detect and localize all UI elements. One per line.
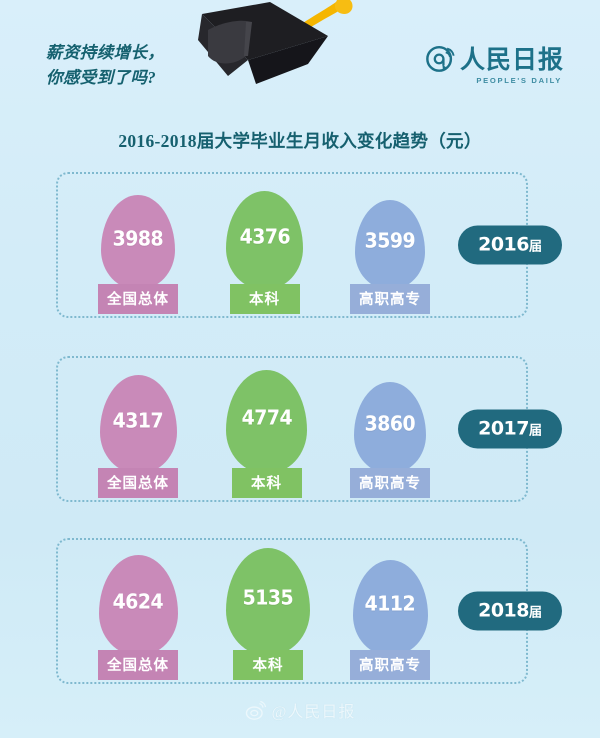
map-pin-icon: 4774 <box>226 370 307 474</box>
pin-value: 3988 <box>112 226 164 251</box>
pin-group-container: 4317 全国总体 4774 本科 3860 高职高专 <box>58 358 478 504</box>
year-badge-suffix: 届 <box>528 604 542 620</box>
pin-group-container: 3988 全国总体 4376 本科 3599 高职高专 <box>58 174 478 320</box>
year-badge: 2016届 <box>458 225 562 265</box>
map-pin-icon: 4376 <box>226 191 303 290</box>
data-pin-group: 4112 高职高专 <box>350 560 430 680</box>
year-badge-year: 2018 <box>478 599 529 622</box>
map-pin-icon: 3860 <box>354 382 426 474</box>
data-pin-group: 4317 全国总体 <box>98 375 178 498</box>
pin-value: 4624 <box>112 589 164 614</box>
map-pin-icon: 4624 <box>98 555 178 656</box>
year-row: 4317 全国总体 4774 本科 3860 高职高专 2017届 <box>56 356 562 504</box>
data-pin-group: 3860 高职高专 <box>350 382 430 498</box>
watermark-handle: @人民日报 <box>271 704 356 721</box>
logo-row: 人民日报 <box>425 42 564 74</box>
data-pin-group: 5135 本科 <box>226 548 310 680</box>
page-headline: 薪资持续增长， 你感受到了吗? <box>46 43 165 87</box>
category-label: 本科 <box>229 284 300 314</box>
category-label: 全国总体 <box>98 650 178 680</box>
data-pin-group: 4774 本科 <box>226 370 307 498</box>
category-label: 全国总体 <box>98 284 178 314</box>
pin-value: 5135 <box>242 585 294 610</box>
data-pin-group: 3988 全国总体 <box>98 195 178 314</box>
year-badge: 2017届 <box>458 409 562 449</box>
logo-name-cn: 人民日报 <box>459 47 564 74</box>
pin-value: 3860 <box>364 411 416 436</box>
category-label: 全国总体 <box>98 468 178 498</box>
pin-value: 4376 <box>239 224 290 249</box>
year-badge: 2018届 <box>458 591 562 631</box>
data-pin-group: 3599 高职高专 <box>350 200 430 314</box>
pin-group-container: 4624 全国总体 5135 本科 4112 高职高专 <box>58 540 478 686</box>
map-pin-icon: 4317 <box>99 375 177 474</box>
year-badge-year: 2016 <box>478 233 529 256</box>
map-pin-icon: 3599 <box>355 200 425 290</box>
category-label: 本科 <box>233 650 303 680</box>
map-pin-icon: 5135 <box>226 548 310 656</box>
data-pin-group: 4376 本科 <box>226 191 303 314</box>
year-badge-year: 2017 <box>478 417 529 440</box>
watermark: @人民日报 <box>0 698 600 722</box>
brand-logo: 人民日报 PEOPLE'S DAILY <box>425 42 564 92</box>
pin-value: 3599 <box>364 228 416 253</box>
year-row: 4624 全国总体 5135 本科 4112 高职高专 2018届 <box>56 538 562 686</box>
weibo-icon <box>245 700 266 720</box>
category-label: 高职高专 <box>350 650 430 680</box>
year-row: 3988 全国总体 4376 本科 3599 高职高专 2016届 <box>56 172 562 320</box>
pin-value: 4317 <box>112 408 164 433</box>
category-label: 高职高专 <box>350 468 430 498</box>
pin-value: 4112 <box>364 591 416 616</box>
year-badge-suffix: 届 <box>528 238 542 254</box>
graduation-cap-icon <box>198 0 353 84</box>
logo-name-en: PEOPLE'S DAILY <box>476 76 562 85</box>
map-pin-icon: 4112 <box>352 560 428 656</box>
at-sign-wifi-icon <box>426 45 455 72</box>
year-badge-suffix: 届 <box>528 422 542 438</box>
category-label: 高职高专 <box>350 284 430 314</box>
pin-value: 4774 <box>241 405 292 430</box>
category-label: 本科 <box>231 468 302 498</box>
map-pin-icon: 3988 <box>101 195 175 290</box>
data-pin-group: 4624 全国总体 <box>98 555 178 680</box>
chart-title: 2016-2018届大学毕业生月收入变化趋势（元） <box>118 131 482 151</box>
